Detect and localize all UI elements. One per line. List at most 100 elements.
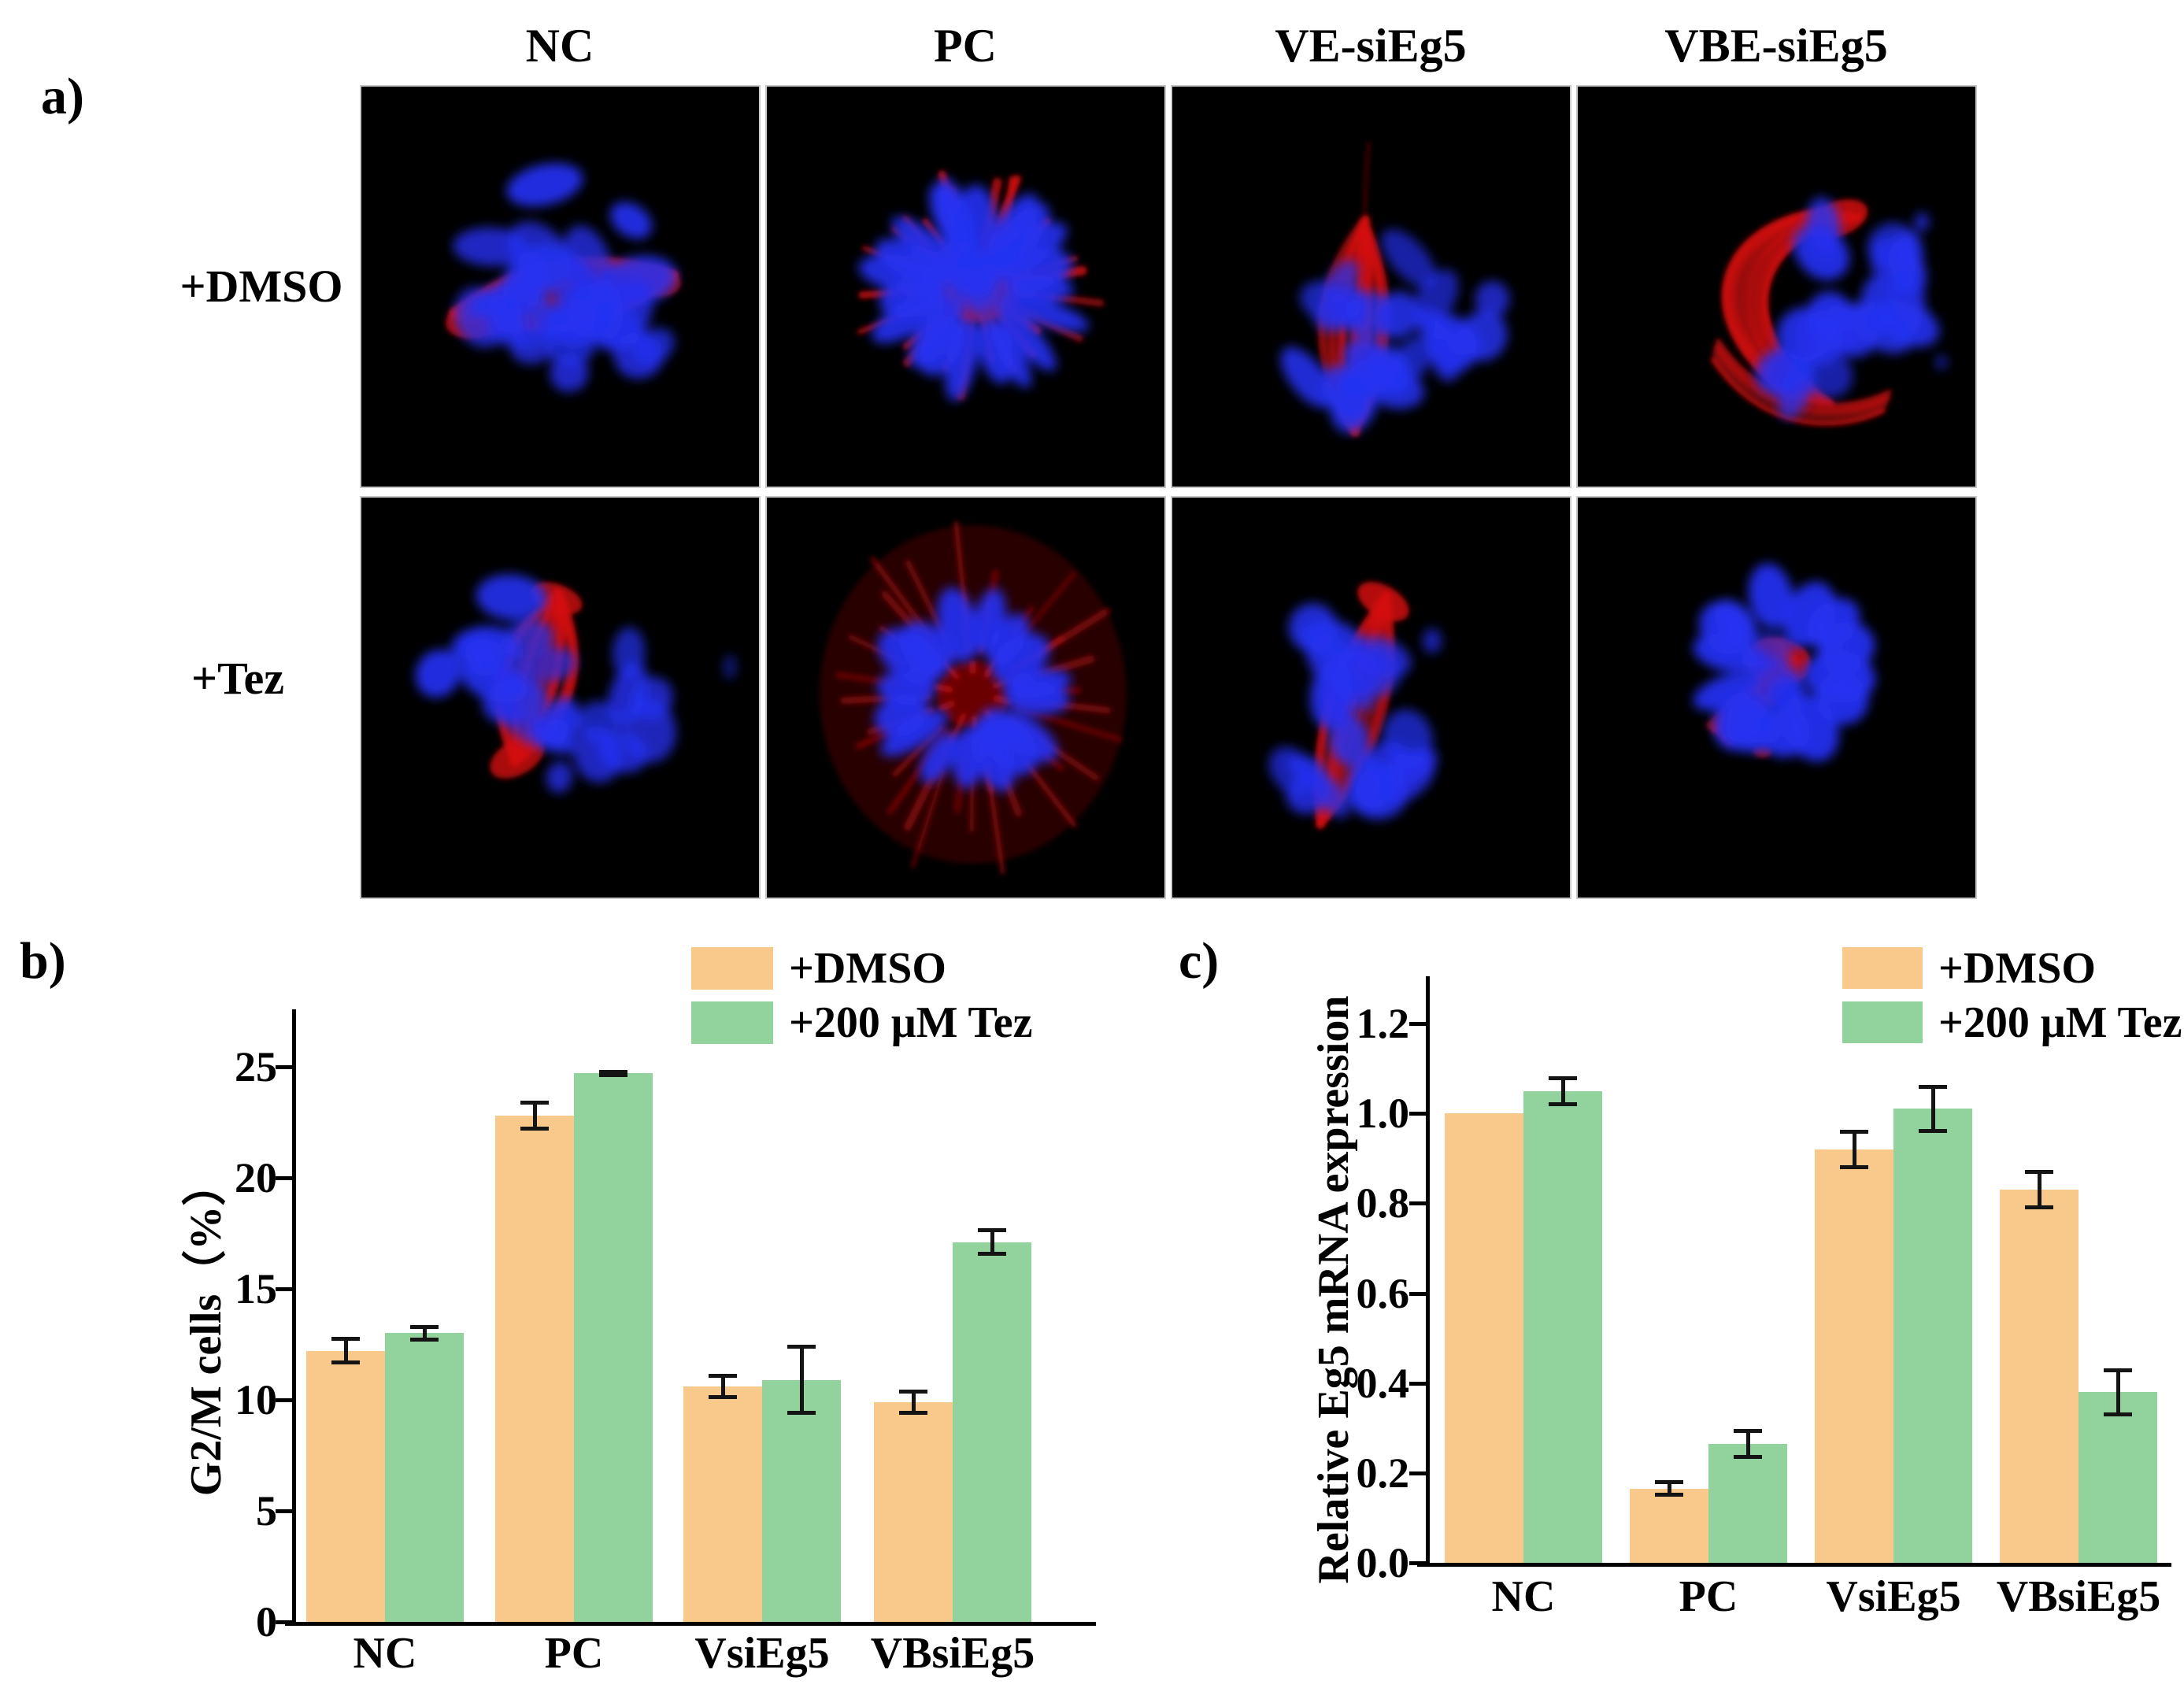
error-bar (1667, 1482, 1671, 1496)
error-bar (532, 1102, 537, 1129)
y-tick-label: 1.0 (1356, 1090, 1410, 1138)
panel-a-label: a) (41, 68, 84, 125)
y-axis-line (1426, 976, 1430, 1567)
error-bar-cap (1549, 1101, 1577, 1106)
bar-vbsieg5-tez (2079, 1392, 2157, 1563)
legend-swatch-tez (691, 1001, 773, 1044)
bar-vsieg5-tez (1893, 1109, 1972, 1563)
error-bar-cap (1734, 1428, 1762, 1433)
error-bar-cap (520, 1101, 549, 1105)
error-bar-cap (978, 1228, 1006, 1233)
micro-image-dmso-pc (767, 87, 1164, 487)
error-bar-cap (899, 1410, 927, 1415)
error-bar (1745, 1430, 1750, 1457)
y-tick (276, 1287, 292, 1291)
x-category-label: NC (1491, 1572, 1556, 1621)
error-bar (911, 1390, 916, 1413)
error-bar (2116, 1369, 2120, 1415)
micro-image-tez-ve-sieg5 (1172, 498, 1570, 898)
error-bar-cap (520, 1126, 549, 1131)
y-tick-label: 25 (235, 1043, 277, 1090)
error-bar-cap (1655, 1480, 1683, 1485)
y-tick (276, 1176, 292, 1180)
error-bar-cap (787, 1410, 816, 1415)
error-bar-cap (2104, 1368, 2132, 1372)
column-header-nc: NC (525, 20, 594, 72)
error-bar-cap (410, 1324, 439, 1329)
y-axis-title: Relative Eg5 mRNA expression (1309, 995, 1358, 1584)
bar-vbsieg5-dmso (2000, 1190, 2079, 1563)
y-tick-label: 5 (256, 1487, 277, 1534)
legend-swatch-dmso (691, 947, 773, 990)
error-bar-cap (599, 1069, 627, 1074)
bar-nc-dmso (1445, 1113, 1523, 1563)
micro-image-tez-vbe-sieg5 (1578, 498, 1975, 898)
y-tick-label: 0 (256, 1598, 277, 1645)
error-bar (720, 1375, 725, 1398)
y-tick-label: 15 (235, 1265, 277, 1312)
micro-image-tez-pc (767, 498, 1164, 898)
error-bar-cap (1655, 1493, 1683, 1497)
bar-nc-tez (1523, 1090, 1602, 1563)
error-bar-cap (978, 1252, 1006, 1257)
column-header-pc: PC (934, 20, 997, 72)
error-bar (422, 1326, 427, 1340)
micro-image-dmso-vbe-sieg5 (1578, 87, 1975, 487)
y-tick (1409, 1112, 1426, 1116)
error-bar-cap (1919, 1084, 1947, 1089)
bar-pc-dmso (1630, 1488, 1708, 1563)
error-bar-cap (1919, 1129, 1947, 1134)
bar-vbsieg5-dmso (874, 1401, 953, 1622)
y-tick-label: 10 (235, 1376, 277, 1423)
y-axis-line (292, 1009, 296, 1626)
error-bar (1560, 1077, 1565, 1105)
y-tick (1409, 1561, 1426, 1565)
y-tick (1409, 1201, 1426, 1206)
micro-image-dmso-nc (361, 87, 759, 487)
error-bar (799, 1346, 804, 1413)
error-bar-cap (709, 1373, 737, 1378)
y-tick-label: 0.8 (1356, 1179, 1410, 1227)
x-category-label: VBsiEg5 (1996, 1572, 2161, 1621)
micro-image-tez-nc (361, 498, 759, 898)
error-bar (2037, 1172, 2041, 1209)
error-bar-cap (2025, 1170, 2053, 1175)
bar-vsieg5-tez (762, 1379, 841, 1622)
error-bar-cap (331, 1337, 360, 1342)
error-bar-cap (331, 1360, 360, 1365)
y-tick (1409, 1381, 1426, 1386)
error-bar-cap (709, 1395, 737, 1400)
error-bar (343, 1338, 348, 1364)
y-axis-title: G2/M cells（%） (182, 1161, 231, 1497)
y-tick-label: 0.4 (1356, 1359, 1410, 1407)
column-header-ve-sieg5: VE-siEg5 (1275, 20, 1467, 72)
bar-pc-tez (1708, 1443, 1787, 1563)
x-category-label: VsiEg5 (1826, 1572, 1961, 1621)
error-bar (1852, 1131, 1856, 1168)
legend-swatch-tez (1842, 1001, 1923, 1043)
y-tick (276, 1398, 292, 1402)
bar-pc-tez (574, 1073, 653, 1622)
error-bar-cap (410, 1337, 439, 1342)
x-axis-line (1417, 1563, 2171, 1567)
error-bar-cap (599, 1073, 627, 1078)
legend-label-dmso: +DMSO (789, 944, 946, 993)
y-tick (1409, 1471, 1426, 1475)
micro-image-dmso-ve-sieg5 (1172, 87, 1570, 487)
error-bar-cap (1549, 1075, 1577, 1080)
y-tick-label: 0.2 (1356, 1449, 1410, 1497)
x-category-label: VBsiEg5 (870, 1629, 1035, 1678)
x-axis-line (285, 1622, 1096, 1626)
error-bar (990, 1230, 994, 1255)
error-bar-cap (1734, 1454, 1762, 1459)
x-category-label: VsiEg5 (694, 1629, 830, 1678)
error-bar-cap (2025, 1205, 2053, 1210)
x-category-label: PC (544, 1629, 604, 1678)
bar-vsieg5-dmso (1815, 1149, 1893, 1563)
legend-label-tez: +200 μM Tez (789, 998, 1033, 1047)
error-bar-cap (787, 1345, 816, 1349)
column-header-vbe-sieg5: VBE-siEg5 (1664, 20, 1888, 72)
y-tick-label: 0.0 (1356, 1539, 1410, 1586)
y-tick (1409, 1291, 1426, 1296)
